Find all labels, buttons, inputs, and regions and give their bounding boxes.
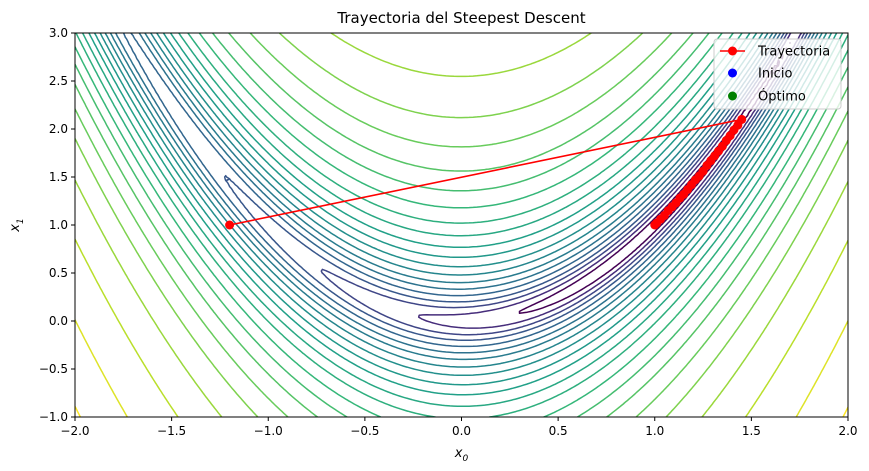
contour-line xyxy=(75,33,848,417)
contour-line xyxy=(75,33,848,417)
trajectory-point xyxy=(650,220,660,230)
x-tick-label: 1.0 xyxy=(645,424,664,438)
contour-line xyxy=(75,33,848,417)
y-axis-label-sub: 1 xyxy=(16,218,26,224)
x-tick-label: −1.5 xyxy=(157,424,186,438)
x-tick-label: 0.0 xyxy=(452,424,471,438)
y-tick-label: −1.0 xyxy=(39,410,68,424)
legend-box xyxy=(713,38,842,110)
x-tick-label: 0.5 xyxy=(549,424,568,438)
legend-trajectory-label: Trayectoria xyxy=(757,45,830,60)
contour-line xyxy=(88,33,838,396)
x-tick-label: −1.0 xyxy=(254,424,283,438)
y-tick-label: 2.5 xyxy=(49,74,68,88)
y-tick-label: 2.0 xyxy=(49,122,68,136)
x-tick-label: 2.0 xyxy=(838,424,857,438)
trajectory-point xyxy=(225,220,235,230)
y-axis-label: x1 xyxy=(8,218,26,232)
x-axis-label-sub: 0 xyxy=(462,454,468,464)
contour-lines xyxy=(75,33,848,417)
y-tick-label: 3.0 xyxy=(49,26,68,40)
y-axis-label-base: x xyxy=(8,224,23,233)
contour-line xyxy=(75,319,848,417)
x-tick-label: 1.5 xyxy=(742,424,761,438)
contour-line xyxy=(104,33,823,368)
y-axis: −1.0 −0.5 0.0 0.5 1.0 1.5 2.0 2.5 3.0 xyxy=(39,26,75,424)
contour-line xyxy=(75,33,848,417)
x-axis-label: x0 xyxy=(454,446,469,464)
contour-line xyxy=(81,33,844,408)
legend-trajectory-marker xyxy=(728,46,737,56)
trajectory-layer xyxy=(225,114,747,230)
legend-optimum-label: Óptimo xyxy=(758,89,806,105)
x-axis: −2.0 −1.5 −1.0 −0.5 0.0 0.5 1.0 1.5 2.0 xyxy=(60,417,858,438)
x-tick-label: −2.0 xyxy=(60,424,89,438)
x-axis-label-base: x xyxy=(454,446,463,461)
y-tick-label: 1.5 xyxy=(49,170,68,184)
contour-line xyxy=(75,33,848,417)
y-tick-label: 1.0 xyxy=(49,218,68,232)
x-tick-label: −0.5 xyxy=(350,424,379,438)
legend-start-label: Inicio xyxy=(758,67,792,82)
contour-line xyxy=(75,33,848,417)
y-tick-label: 0.5 xyxy=(49,266,68,280)
y-tick-label: 0.0 xyxy=(49,314,68,328)
legend-start-marker xyxy=(728,68,737,78)
chart-title: Trayectoria del Steepest Descent xyxy=(336,9,585,27)
y-tick-label: −0.5 xyxy=(39,362,68,376)
contour-line xyxy=(75,33,848,417)
legend: Trayectoria Inicio Óptimo xyxy=(713,38,842,110)
legend-optimum-marker xyxy=(728,91,737,101)
contour-line xyxy=(75,238,848,417)
